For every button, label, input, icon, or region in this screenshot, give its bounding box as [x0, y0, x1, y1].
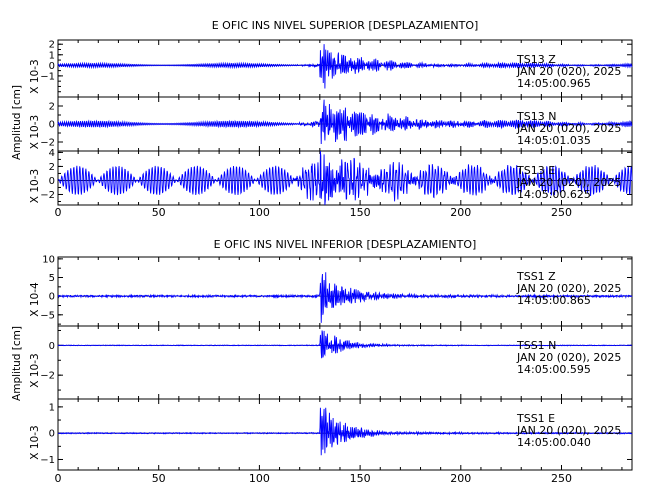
y-tick-label: 0	[49, 292, 55, 303]
x-tick-label: 200	[450, 472, 471, 485]
y-tick-label: 1	[49, 402, 55, 413]
x-tick-label: 50	[152, 206, 166, 219]
y-tick-label: 10	[42, 254, 55, 265]
x-tick-label: 0	[55, 206, 62, 219]
time-label: 14:05:00.625	[517, 188, 591, 201]
y-tick-label: −1	[40, 71, 55, 82]
y-tick-label: 0	[49, 429, 55, 440]
waveform	[57, 272, 633, 323]
x-tick-label: 200	[450, 206, 471, 219]
y-scale-label: X 10-3	[29, 169, 41, 203]
x-tick-label: 100	[249, 472, 270, 485]
time-label: 14:05:01.035	[517, 134, 591, 147]
station-label: TS13 E	[516, 164, 555, 177]
y-scale-label: X 10-3	[29, 425, 41, 459]
y-tick-label: −2	[40, 190, 55, 201]
time-label: 14:05:00.040	[517, 436, 591, 449]
date-label: JAN 20 (020), 2025	[516, 282, 621, 295]
time-label: 14:05:00.865	[517, 294, 591, 307]
y-tick-label: 1	[49, 50, 55, 61]
y-axis-label: Amplitud [cm]	[11, 326, 23, 401]
panel-1: E OFIC INS NIVEL SUPERIOR [DESPLAZAMIENT…	[11, 19, 633, 219]
date-label: JAN 20 (020), 2025	[516, 65, 621, 78]
date-label: JAN 20 (020), 2025	[516, 176, 621, 189]
x-tick-label: 150	[350, 206, 371, 219]
waveform	[57, 407, 633, 456]
x-tick-label: 0	[55, 472, 62, 485]
y-scale-label: X 10-4	[29, 282, 41, 317]
chart-title: E OFIC INS NIVEL INFERIOR [DESPLAZAMIENT…	[214, 238, 477, 251]
y-tick-label: −1	[40, 455, 55, 466]
station-label: TSS1 Z	[516, 270, 556, 283]
panel-2: E OFIC INS NIVEL INFERIOR [DESPLAZAMIENT…	[11, 238, 633, 485]
time-label: 14:05:00.595	[517, 363, 591, 376]
station-label: TSS1 N	[516, 339, 556, 352]
y-tick-label: 0	[49, 176, 55, 187]
trace-frame	[57, 398, 633, 471]
x-tick-label: 250	[551, 472, 572, 485]
y-tick-label: 0	[49, 61, 55, 72]
y-scale-label: X 10-3	[29, 59, 41, 93]
y-scale-label: X 10-3	[29, 115, 41, 149]
station-label: TS13 Z	[516, 53, 556, 66]
waveform	[57, 44, 633, 89]
waveform	[57, 99, 633, 144]
y-tick-label: 0	[49, 120, 55, 131]
time-label: 14:05:00.965	[517, 77, 591, 90]
waveform	[57, 150, 633, 206]
y-tick-label: 5	[49, 273, 55, 284]
y-tick-label: 4	[49, 148, 55, 159]
waveform	[57, 330, 633, 359]
y-tick-label: −5	[40, 310, 55, 321]
date-label: JAN 20 (020), 2025	[516, 424, 621, 437]
x-tick-label: 150	[350, 472, 371, 485]
date-label: JAN 20 (020), 2025	[516, 122, 621, 135]
y-tick-label: 2	[49, 40, 55, 51]
station-label: TS13 N	[516, 110, 556, 123]
x-tick-label: 100	[249, 206, 270, 219]
y-scale-label: X 10-3	[29, 353, 41, 387]
y-axis-label: Amplitud [cm]	[11, 85, 23, 160]
x-tick-label: 50	[152, 472, 166, 485]
date-label: JAN 20 (020), 2025	[516, 351, 621, 364]
x-tick-label: 250	[551, 206, 572, 219]
y-tick-label: 0	[49, 341, 55, 352]
y-tick-label: 2	[49, 162, 55, 173]
station-label: TSS1 E	[516, 412, 555, 425]
y-tick-label: 2	[49, 102, 55, 113]
chart-title: E OFIC INS NIVEL SUPERIOR [DESPLAZAMIENT…	[212, 19, 479, 32]
y-tick-label: −2	[40, 371, 55, 382]
y-tick-label: −2	[40, 138, 55, 149]
